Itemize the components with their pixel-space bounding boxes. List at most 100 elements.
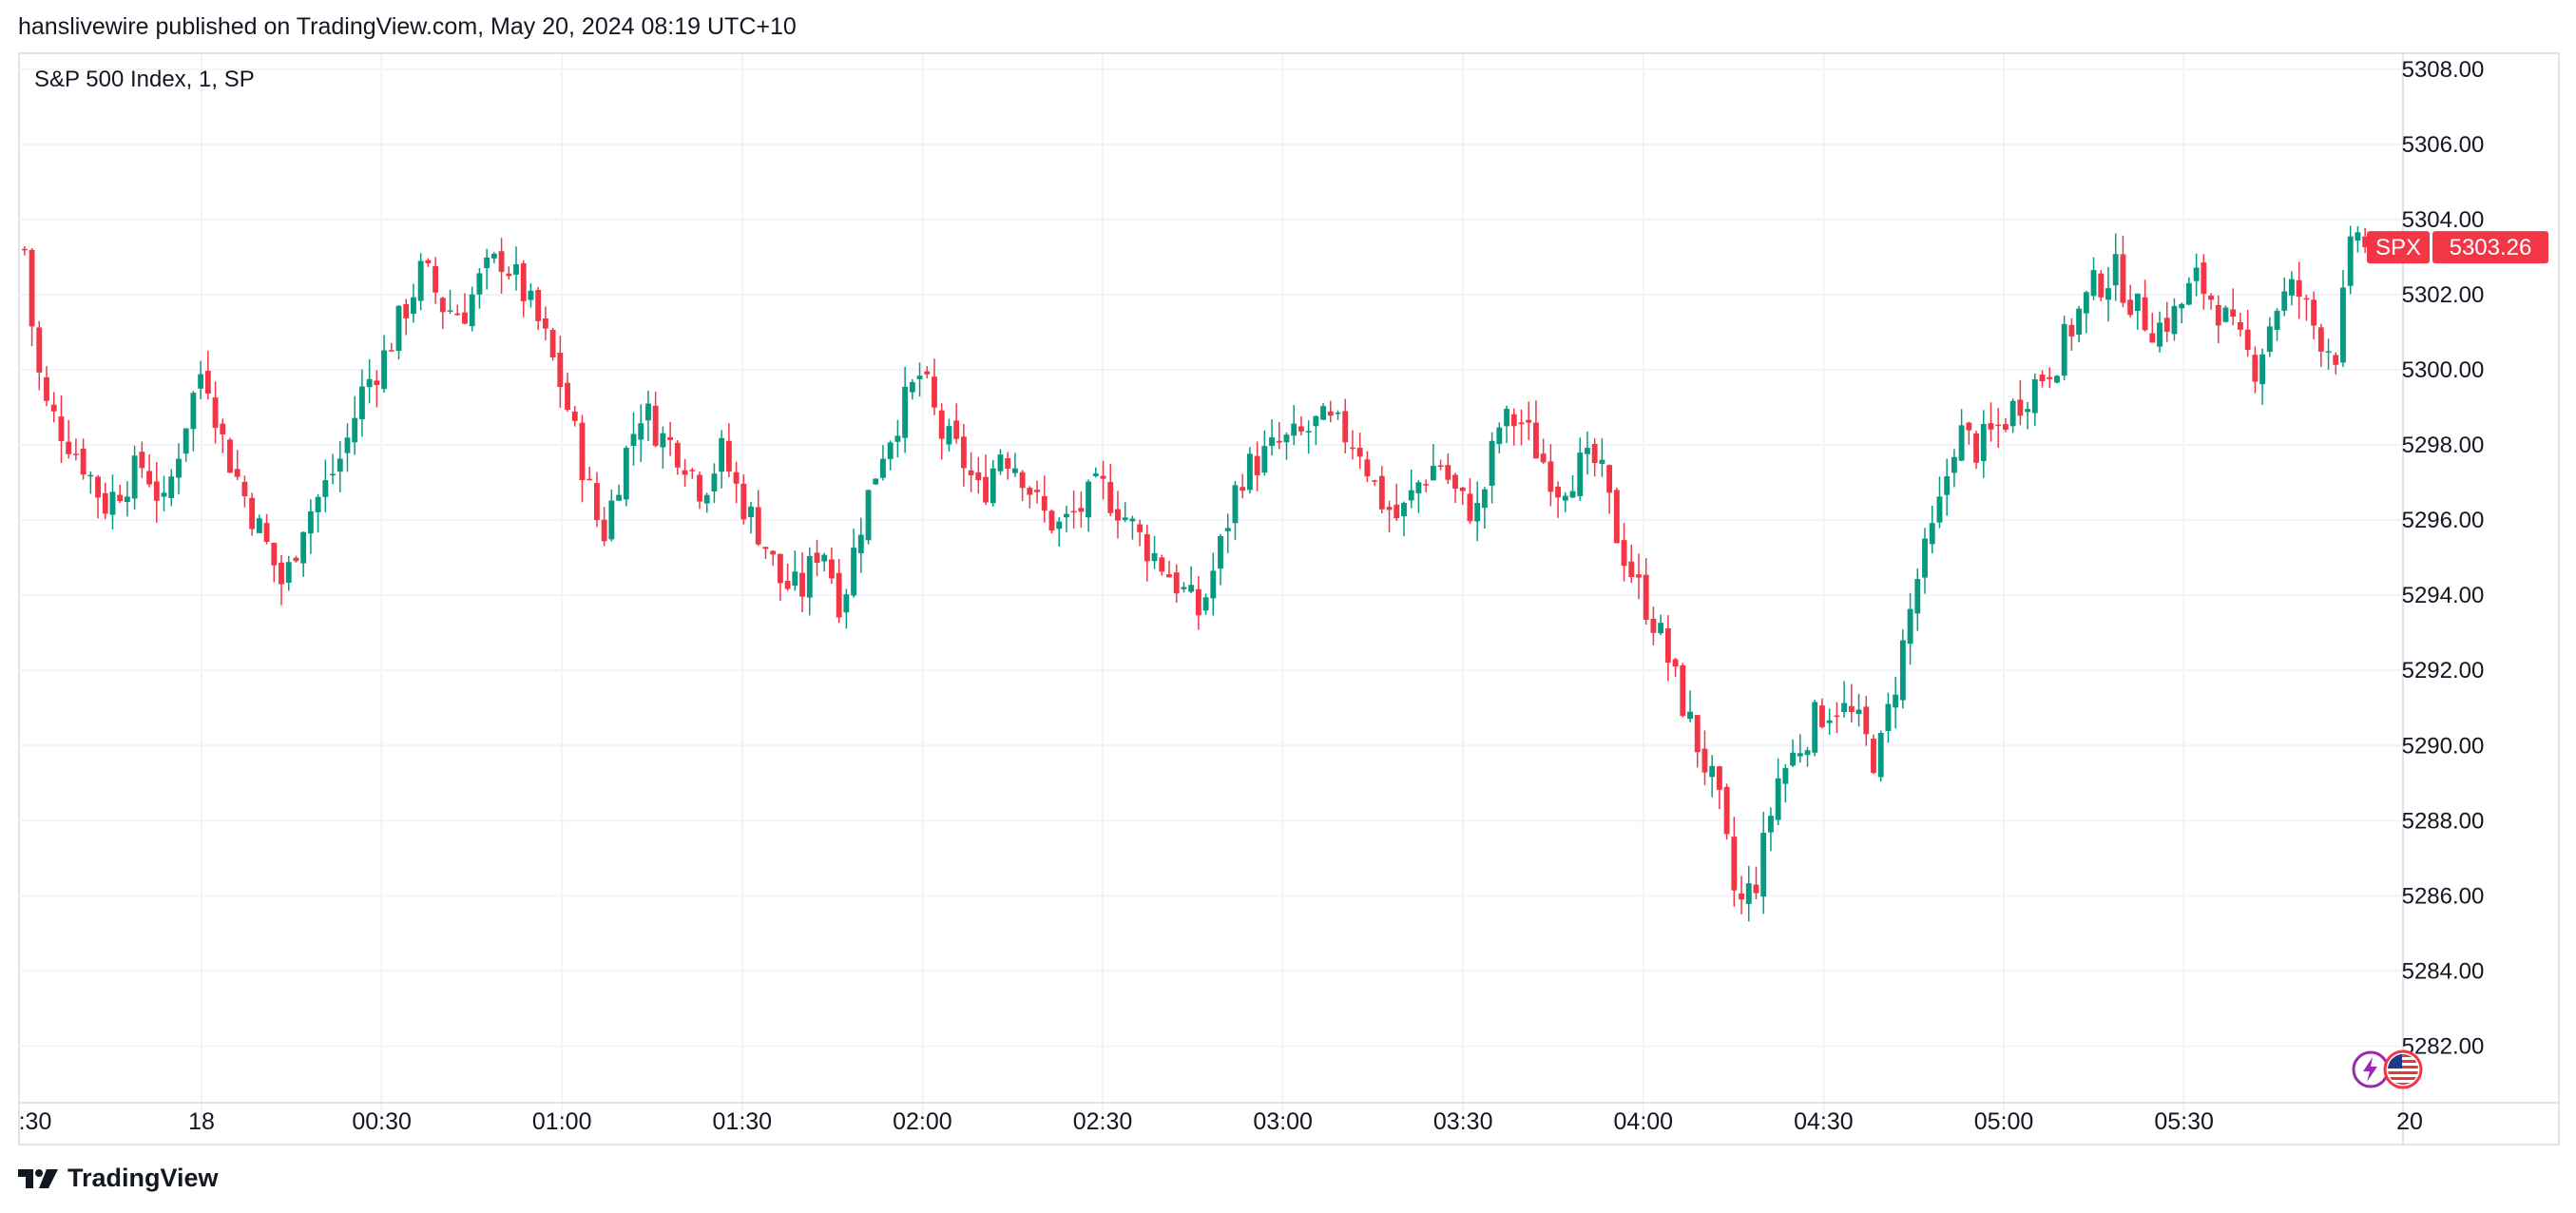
- footer-brand[interactable]: TradingView: [18, 1164, 219, 1193]
- candle: [425, 258, 432, 267]
- candle-body: [2112, 254, 2119, 286]
- candle-body: [1885, 703, 1892, 732]
- candle: [1408, 469, 1414, 509]
- candle: [1591, 437, 1598, 477]
- candle-body: [1760, 833, 1767, 897]
- candle: [667, 421, 674, 456]
- candle-body: [439, 298, 446, 313]
- candle: [139, 441, 145, 478]
- candle-body: [279, 562, 284, 585]
- candle-body: [307, 510, 314, 534]
- time-tick-label: 03:00: [1253, 1108, 1313, 1135]
- candle: [2179, 302, 2185, 324]
- candle-body: [271, 542, 278, 566]
- candle-body: [1356, 448, 1363, 457]
- candle-body: [880, 458, 886, 478]
- candle: [102, 482, 108, 520]
- candle: [2076, 306, 2083, 343]
- candle: [1958, 409, 1965, 462]
- candle-body: [1467, 493, 1473, 522]
- candle-body: [1313, 415, 1319, 427]
- candle: [2333, 352, 2339, 375]
- candle: [1643, 558, 1649, 626]
- candle-body: [1386, 507, 1393, 510]
- candle-body: [124, 496, 130, 503]
- candle: [924, 366, 931, 378]
- price-tick-label: 5290.00: [2402, 733, 2485, 759]
- footer-brand-text: TradingView: [67, 1164, 219, 1192]
- candle: [1951, 449, 1957, 488]
- candle-body: [857, 534, 864, 553]
- candle-body: [176, 458, 182, 478]
- candle-body: [131, 455, 138, 499]
- candle: [1797, 734, 1803, 763]
- candle: [300, 531, 307, 577]
- candle: [2340, 269, 2346, 368]
- candle: [1305, 420, 1312, 454]
- candle: [2208, 293, 2214, 310]
- candle: [1569, 475, 1576, 498]
- candle-body: [1173, 572, 1180, 594]
- lightning-icon[interactable]: [2352, 1050, 2390, 1088]
- candle: [873, 478, 879, 486]
- candle-body: [1394, 504, 1400, 519]
- candle-body: [1899, 640, 1906, 701]
- candle: [506, 266, 512, 280]
- candle: [204, 350, 211, 400]
- candle: [997, 449, 1004, 475]
- candle-body: [1115, 509, 1121, 521]
- price-tick-label: 5292.00: [2402, 658, 2485, 684]
- candle-body: [1305, 431, 1312, 433]
- candle: [623, 445, 629, 507]
- candle: [953, 403, 960, 444]
- candle: [439, 296, 446, 329]
- candle-body: [1452, 474, 1458, 490]
- candle: [1452, 472, 1458, 504]
- candle-body: [528, 290, 534, 300]
- candle-body: [762, 547, 769, 549]
- candle: [2068, 318, 2075, 352]
- candle-body: [748, 506, 754, 518]
- candle: [1401, 501, 1407, 537]
- candle: [2311, 291, 2317, 340]
- candle-body: [1070, 510, 1077, 513]
- candle-body: [806, 555, 813, 598]
- tradingview-logo-icon: [18, 1168, 58, 1188]
- candle-body: [2201, 262, 2207, 295]
- candle-body: [1877, 732, 1884, 778]
- chart-pane[interactable]: [18, 52, 2560, 1146]
- candle: [689, 468, 696, 479]
- candle: [1804, 746, 1811, 767]
- candle-body: [1474, 503, 1481, 522]
- candle: [2303, 294, 2310, 321]
- symbol-legend[interactable]: S&P 500 Index, 1, SP: [34, 67, 255, 92]
- candle: [946, 418, 952, 452]
- candle: [117, 484, 124, 504]
- candle-body: [168, 476, 175, 498]
- candle: [1298, 415, 1304, 435]
- event-badges[interactable]: [2350, 1049, 2430, 1090]
- candle: [2215, 295, 2221, 344]
- candle-body: [1782, 767, 1789, 784]
- candle: [1224, 513, 1231, 553]
- candle: [1782, 763, 1789, 803]
- candle: [565, 373, 570, 413]
- candle: [938, 403, 945, 460]
- candle-body: [1005, 458, 1011, 469]
- candle: [652, 392, 659, 448]
- candle: [520, 260, 527, 318]
- candle-body: [454, 313, 461, 316]
- candle: [198, 360, 204, 399]
- candle-body: [703, 494, 710, 504]
- candle: [1459, 487, 1466, 506]
- candle: [806, 547, 813, 616]
- candle-body: [1261, 446, 1268, 473]
- candle-body: [109, 491, 116, 515]
- candle-body: [2171, 305, 2178, 335]
- candle-body: [2017, 399, 2024, 416]
- candle: [44, 366, 49, 407]
- candle: [725, 423, 732, 477]
- us-flag-icon[interactable]: [2383, 1049, 2423, 1089]
- candle: [549, 327, 556, 361]
